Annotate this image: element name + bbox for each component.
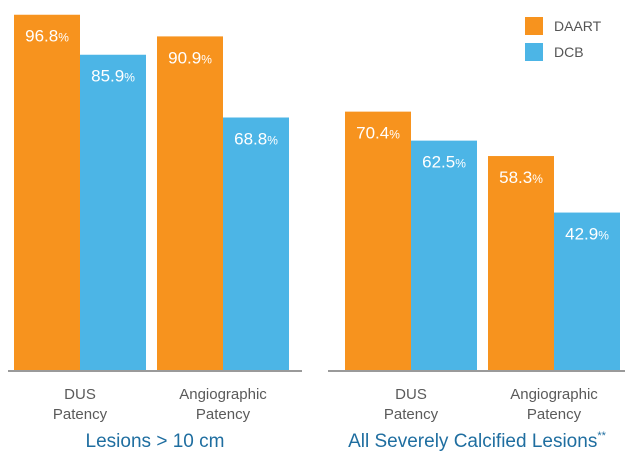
group-title: Lesions > 10 cm [86,431,225,452]
legend-label-dcb: DCB [554,44,584,60]
bar-daart [488,156,554,370]
legend-swatch-daart [525,17,543,35]
data-label: 90.9% [168,48,212,67]
category-label: Angiographic [510,386,598,403]
data-label: 70.4% [356,124,400,143]
data-label: 58.3% [499,168,543,187]
bar-dcb [223,117,289,370]
category-label: DUS [64,386,96,403]
data-label: 96.8% [25,27,69,46]
bar-daart [157,36,223,370]
bar-daart [14,14,80,371]
group-title: All Severely Calcified Lesions** [348,430,607,452]
data-label: 62.5% [422,153,466,172]
category-label: Angiographic [179,386,267,403]
category-label: Patency [527,406,582,423]
data-label: 42.9% [565,225,609,244]
bar-dcb [80,54,146,370]
category-label: Patency [53,406,108,423]
category-label: Patency [196,406,251,423]
data-label: 68.8% [234,130,278,149]
bar-daart [345,111,411,370]
category-label: DUS [395,386,427,403]
category-label: Patency [384,406,439,423]
bar-dcb [411,140,477,370]
legend-swatch-dcb [525,43,543,61]
legend-label-daart: DAART [554,18,602,34]
bar-dcb [554,212,620,370]
data-label: 85.9% [91,67,135,86]
